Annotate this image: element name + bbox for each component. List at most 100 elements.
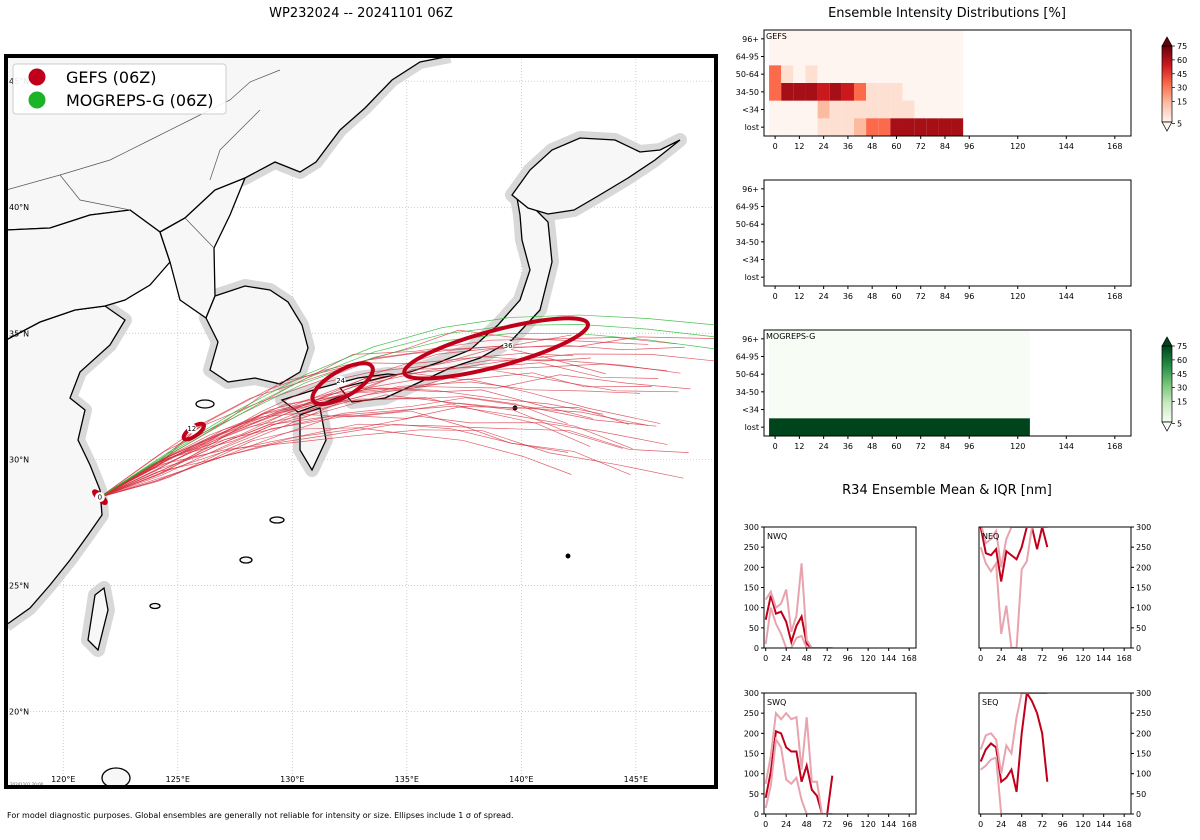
r34-x-label: 144 — [1096, 654, 1111, 663]
legend-mogreps-marker — [28, 91, 46, 109]
ellipse-hour-label: 36 — [504, 342, 513, 350]
lat-label: 40°N — [9, 203, 29, 212]
r34-y-label: 300 — [1136, 689, 1151, 698]
heatmap-cell — [926, 100, 939, 119]
taiwan — [87, 586, 109, 652]
gefs-member-track — [99, 369, 679, 498]
hour-tick-label: 144 — [1059, 442, 1074, 451]
hour-tick-label: 120 — [1010, 442, 1025, 451]
colorbar-min-arrow — [1161, 421, 1173, 432]
intensity-panel: 96+ 64-95 50-64 34-50 <34 lost 0 12 24 36 48 60 72 84… — [736, 179, 1132, 301]
heatmap-cell — [902, 65, 915, 84]
heatmap-frame — [763, 179, 1132, 287]
heatmap-cell — [829, 83, 842, 101]
country-borders — [6, 69, 281, 249]
lat-label: 25°N — [9, 581, 29, 590]
hour-tick-label: 36 — [843, 142, 853, 151]
gefs-member-track — [99, 415, 668, 498]
hour-tick-label: 60 — [891, 142, 901, 151]
heatmap-cell — [853, 118, 867, 137]
hour-tick-label: 36 — [843, 292, 853, 301]
intensity-category-label: 50-64 — [736, 220, 759, 229]
heatmap-cell — [951, 30, 964, 48]
hour-tick-label: 96 — [964, 142, 974, 151]
r34-x-label: 48 — [802, 820, 812, 829]
heatmap-cell — [878, 83, 891, 101]
r34-iqr-line — [764, 710, 833, 814]
r34-x-label: 120 — [861, 654, 876, 663]
r34-frame — [763, 526, 917, 649]
heatmap-cell — [793, 47, 806, 66]
hour-tick-label: 72 — [916, 292, 926, 301]
gefs-member-track — [99, 394, 623, 498]
heatmap-cell — [829, 30, 842, 48]
quadrant-label: NWQ — [767, 532, 787, 541]
heatmap-cell — [817, 30, 830, 48]
r34-y-label: 200 — [1136, 729, 1151, 738]
heatmap-cell — [853, 65, 867, 84]
heatmap-cell — [853, 100, 867, 119]
heatmap-cell — [926, 47, 939, 66]
r34-x-label: 0 — [763, 654, 768, 663]
hour-tick-label: 60 — [891, 442, 901, 451]
intensity-category-label: 96+ — [742, 185, 759, 194]
r34-y-label: 200 — [744, 563, 759, 572]
r34-x-label: 120 — [861, 820, 876, 829]
r34-y-label: 150 — [744, 750, 759, 759]
gefs-member-track — [99, 405, 633, 498]
r34-iqr-line — [979, 527, 1048, 648]
heatmap-cell — [878, 100, 891, 119]
hokkaido — [511, 137, 681, 215]
hour-tick-label: 48 — [867, 292, 877, 301]
r34-x-label: 96 — [1058, 820, 1068, 829]
quadrant-label: NEQ — [982, 532, 999, 541]
r34-x-label: 0 — [978, 820, 983, 829]
spread-ellipse — [402, 316, 591, 381]
heatmap-cell — [769, 330, 1030, 348]
heatmap-cell — [938, 30, 952, 48]
heatmap-cell — [781, 65, 794, 84]
heatmap-cell — [890, 30, 903, 48]
lat-label: 20°N — [9, 707, 29, 716]
ellipse-label-bg — [335, 375, 346, 386]
r34-y-label: 0 — [1136, 644, 1141, 653]
r34-mean-line — [764, 595, 833, 648]
hour-tick-label: 12 — [794, 142, 804, 151]
r34-frame — [763, 692, 917, 815]
intensity-category-label: 64-95 — [736, 203, 759, 212]
heatmap-cell — [878, 47, 891, 66]
r34-y-label: 0 — [1136, 810, 1141, 819]
r34-y-label: 200 — [744, 729, 759, 738]
heatmap-cell — [853, 47, 867, 66]
hour-tick-label: 120 — [1010, 292, 1025, 301]
hour-tick-label: 96 — [964, 442, 974, 451]
r34-iqr-line — [979, 693, 1048, 774]
heatmap-cell — [805, 100, 818, 119]
spread-ellipse — [310, 361, 375, 407]
intensity-category-label: <34 — [742, 256, 759, 265]
colorbar-tick-label: 5 — [1177, 419, 1182, 428]
r34-iqr-line — [980, 756, 1048, 814]
kyushu — [299, 407, 327, 472]
map-stamp: 20241101 20:00 — [10, 782, 44, 787]
colorbar-tick-label: 75 — [1177, 342, 1187, 351]
r34-y-label: 50 — [749, 790, 759, 799]
r34-x-label: 48 — [1017, 654, 1027, 663]
heatmap-cell — [902, 100, 915, 119]
heatmap-cell — [902, 83, 915, 101]
colorbar-max-arrow — [1161, 336, 1173, 347]
intensity-category-label: lost — [745, 423, 759, 432]
r34-x-label: 48 — [802, 654, 812, 663]
ellipse-label-bg — [94, 492, 105, 503]
jeju-island — [195, 399, 215, 409]
heatmap-frame — [763, 29, 1132, 137]
okinawa — [269, 516, 285, 524]
heatmap-cell — [841, 30, 854, 48]
quadrant-label: SEQ — [982, 698, 998, 707]
r34-x-label: 168 — [1117, 654, 1132, 663]
gefs-member-track — [99, 397, 591, 498]
legend-mogreps-label: MOGREPS-G (06Z) — [66, 91, 213, 110]
r34-x-label: 72 — [1037, 820, 1047, 829]
